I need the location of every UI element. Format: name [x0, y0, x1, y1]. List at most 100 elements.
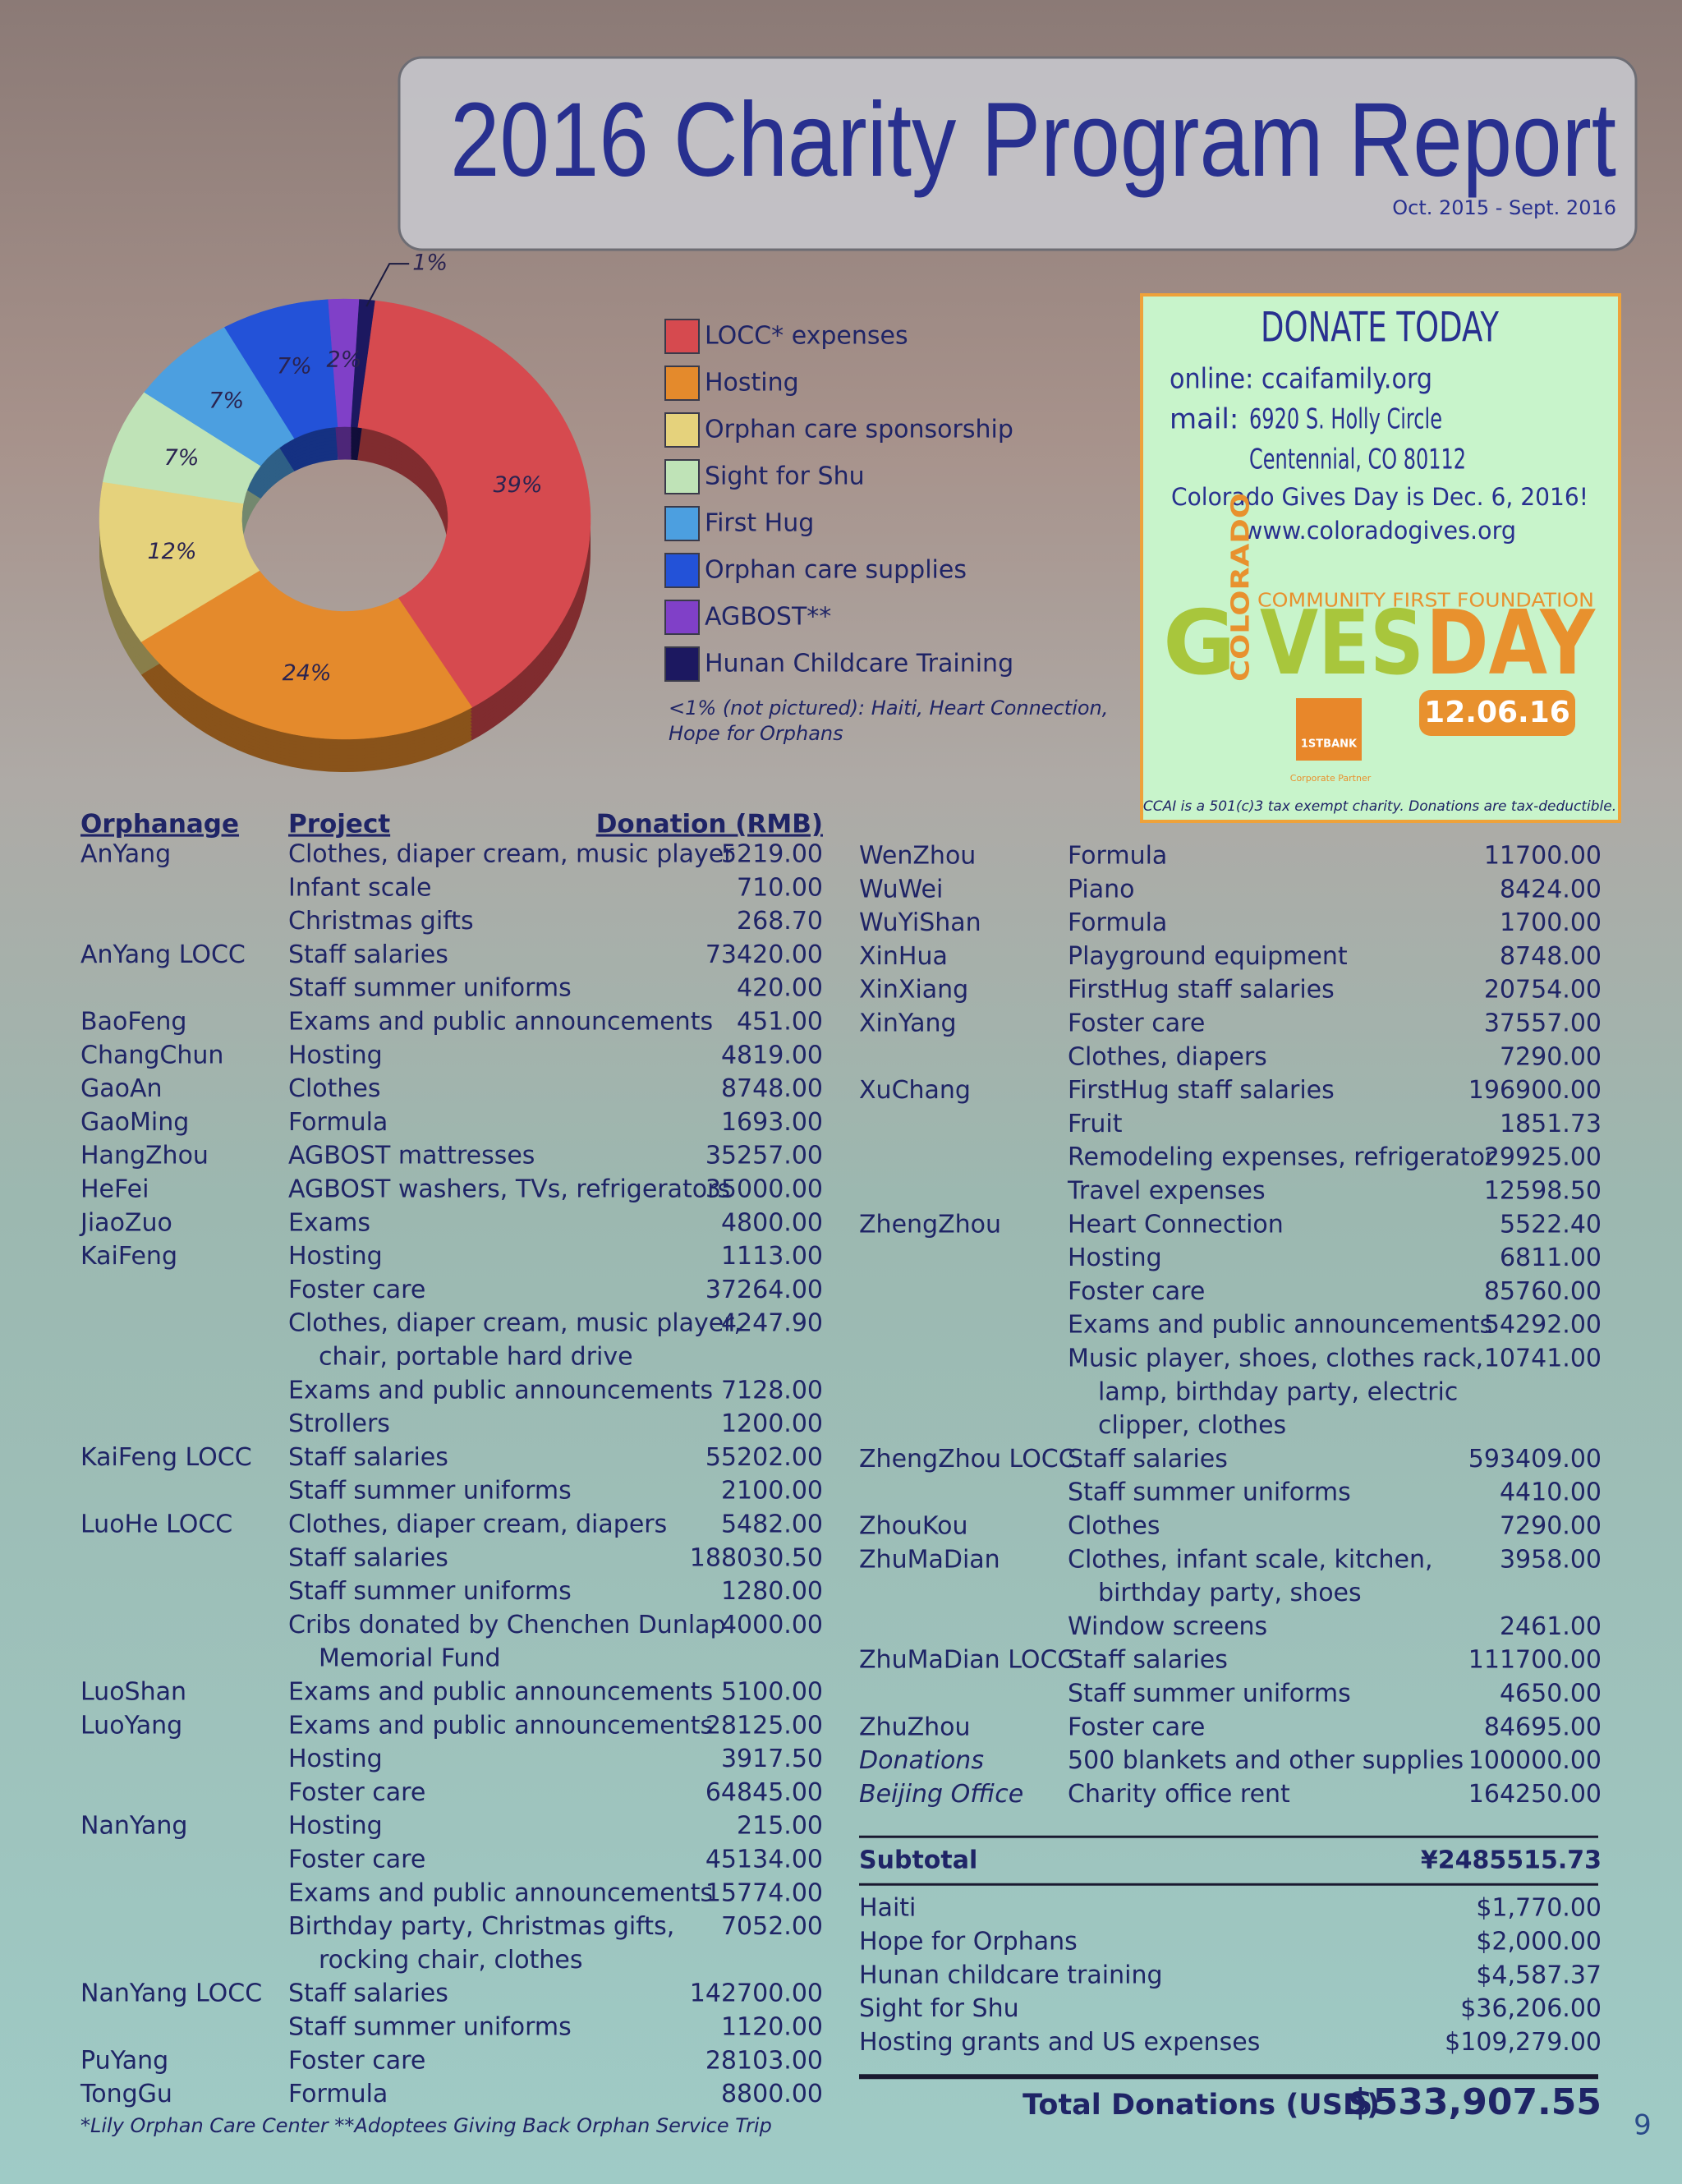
project: Strollers: [288, 1409, 390, 1438]
logo-word: G: [1163, 592, 1236, 695]
amount: 164250.00: [1468, 1780, 1602, 1809]
project: Clothes, diaper cream, diapers: [288, 1510, 667, 1539]
project: Formula: [1068, 908, 1167, 937]
orphanage: ChangChun: [80, 1041, 223, 1069]
orphanage: BaoFeng: [80, 1008, 186, 1037]
subtotal-amount: ¥2485515.73: [1421, 1846, 1602, 1875]
slice-label: 7%: [164, 445, 200, 471]
orphanage: ZhuMaDian LOCC: [859, 1646, 1074, 1675]
project: birthday party, shoes: [1098, 1579, 1362, 1607]
legend-swatch: [664, 506, 700, 541]
amount: 64845.00: [705, 1778, 823, 1807]
slice-label: 7%: [277, 354, 312, 379]
orphanage: ZhouKou: [859, 1512, 967, 1541]
project: Foster care: [288, 2046, 425, 2075]
amount: 8748.00: [721, 1074, 823, 1103]
donate-mail-label: mail:: [1170, 403, 1239, 436]
project: clipper, clothes: [1098, 1411, 1286, 1440]
project: Memorial Fund: [319, 1644, 501, 1673]
project: Christmas gifts: [288, 907, 474, 936]
usd-amount: $2,000.00: [1476, 1928, 1602, 1956]
amount: 73420.00: [705, 940, 823, 969]
legend-label: Orphan care supplies: [705, 556, 967, 585]
amount: 710.00: [737, 873, 823, 902]
table-header: Project: [288, 810, 390, 839]
amount: 3917.50: [721, 1745, 823, 1773]
legend-swatch: [664, 319, 700, 354]
orphanage: LuoHe LOCC: [80, 1510, 232, 1539]
project: Hosting: [288, 1041, 383, 1069]
orphanage: Beijing Office: [859, 1780, 1023, 1809]
amount: 8748.00: [1500, 942, 1602, 971]
orphanage: KaiFeng LOCC: [80, 1443, 252, 1472]
project: 500 blankets and other supplies: [1068, 1746, 1464, 1775]
orphanage: ZhengZhou: [859, 1210, 1001, 1239]
donate-address: 6920 S. Holly Circle: [1249, 403, 1442, 436]
orphanage: TongGu: [80, 2080, 172, 2108]
project: Hosting: [288, 1812, 383, 1841]
orphanage: WuWei: [859, 875, 943, 903]
amount: 2461.00: [1500, 1612, 1602, 1641]
project: Staff salaries: [288, 1443, 448, 1472]
project: Music player, shoes, clothes rack,: [1068, 1345, 1483, 1373]
slice-label: 39%: [493, 472, 542, 498]
amount: 1120.00: [721, 2013, 823, 2042]
pie-slice: [140, 570, 473, 740]
project: Exams and public announcements: [288, 1678, 713, 1707]
table-header: Orphanage: [80, 810, 239, 839]
total-label: Total Donations (USD): [1023, 2089, 1380, 2122]
amount: 1280.00: [721, 1577, 823, 1606]
orphanage: AnYang: [80, 840, 171, 869]
project: Travel expenses: [1067, 1177, 1266, 1206]
project: Staff salaries: [288, 1543, 448, 1572]
project: Remodeling expenses, refrigerator: [1068, 1143, 1496, 1172]
project: FirstHug staff salaries: [1068, 1076, 1335, 1105]
project: Foster care: [1068, 1009, 1205, 1038]
usd-label: Hosting grants and US expenses: [859, 2028, 1260, 2057]
orphanage: LuoShan: [80, 1678, 186, 1707]
project: Charity office rent: [1068, 1780, 1290, 1809]
project: lamp, birthday party, electric: [1098, 1377, 1458, 1406]
page-number: 9: [1634, 2109, 1652, 2142]
project: Hosting: [288, 1745, 383, 1773]
amount: 4650.00: [1500, 1680, 1602, 1708]
project: AGBOST mattresses: [288, 1142, 535, 1170]
leader-line: [365, 263, 410, 307]
amount: 35000.00: [705, 1175, 823, 1204]
project: Formula: [288, 2080, 388, 2108]
orphanage: Donations: [859, 1746, 984, 1775]
legend-label: First Hug: [705, 509, 814, 538]
amount: 1200.00: [721, 1409, 823, 1438]
gives-day: Colorado Gives Day is Dec. 6, 2016!: [1171, 483, 1588, 511]
project: Hosting: [1068, 1244, 1162, 1272]
usd-label: Hunan childcare training: [859, 1961, 1163, 1989]
project: Clothes, diaper cream, music player,: [288, 1309, 742, 1338]
project: Exams and public announcements: [288, 1878, 713, 1907]
usd-label: Hope for Orphans: [859, 1928, 1078, 1956]
amount: 188030.50: [690, 1543, 823, 1572]
footnote: *Lily Orphan Care Center **Adoptees Givi…: [80, 2114, 772, 2137]
legend-swatch: [664, 366, 700, 401]
usd-label: Sight for Shu: [859, 1994, 1019, 2023]
amount: 8800.00: [721, 2080, 823, 2108]
project: Infant scale: [288, 873, 431, 902]
bank-partner: Corporate Partner: [1290, 773, 1372, 784]
pie-note: Hope for Orphans: [669, 722, 843, 745]
orphanage: WenZhou: [859, 842, 976, 871]
amount: 4000.00: [721, 1611, 823, 1639]
legend-label: AGBOST**: [705, 603, 831, 632]
amount: 420.00: [737, 974, 823, 1003]
table-header: Donation (RMB): [596, 810, 823, 839]
amount: 85760.00: [1484, 1277, 1602, 1306]
project: Clothes: [288, 1074, 381, 1103]
donate-address: Centennial, CO 80112: [1249, 444, 1466, 476]
usd-amount: $36,206.00: [1460, 1994, 1602, 2023]
legend-swatch: [664, 553, 700, 588]
project: Heart Connection: [1068, 1210, 1284, 1239]
donate-online: online: ccaifamily.org: [1170, 363, 1432, 396]
amount: 84695.00: [1484, 1713, 1602, 1741]
project: Window screens: [1068, 1612, 1267, 1641]
legend-label: LOCC* expenses: [705, 322, 908, 351]
project: Exams and public announcements: [288, 1376, 713, 1405]
amount: 8424.00: [1500, 875, 1602, 903]
